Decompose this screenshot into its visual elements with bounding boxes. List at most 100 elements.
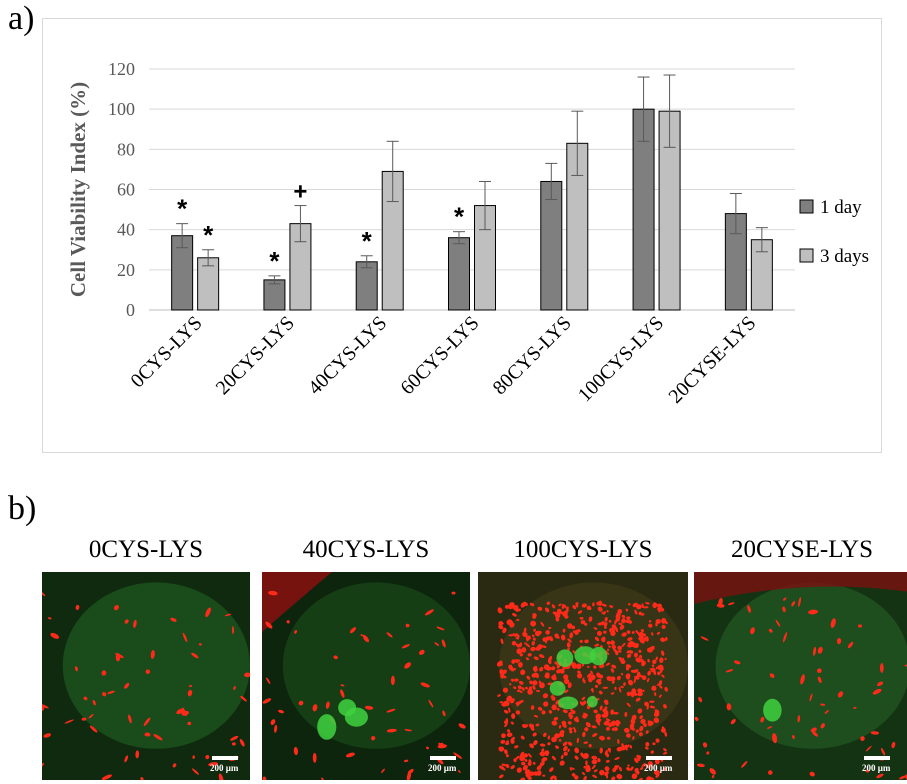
red-cell — [81, 717, 87, 721]
red-cell — [440, 742, 444, 748]
red-cell — [617, 645, 622, 651]
red-cell — [535, 723, 540, 727]
red-cell — [510, 678, 515, 682]
red-cell — [593, 709, 598, 714]
red-cell — [558, 603, 562, 607]
red-cell — [706, 751, 710, 755]
red-cell — [509, 698, 515, 704]
red-cell — [515, 755, 520, 760]
red-cell — [646, 677, 650, 683]
micrograph-title-1: 40CYS-LYS — [302, 536, 430, 563]
red-cell — [548, 636, 554, 642]
red-cell — [298, 700, 304, 706]
red-cell — [563, 745, 568, 752]
red-cell — [767, 770, 773, 775]
red-cell — [660, 607, 663, 611]
red-cell — [584, 727, 589, 732]
fluorescence-glow — [282, 582, 470, 749]
red-cell — [124, 619, 129, 624]
red-cell — [404, 662, 412, 669]
red-cell — [539, 666, 544, 672]
scale-bar — [646, 756, 672, 760]
red-cell — [572, 605, 577, 610]
red-cell — [655, 738, 660, 743]
red-cell — [647, 670, 651, 676]
red-cell — [556, 733, 561, 739]
red-cell — [503, 709, 509, 714]
micrograph-title-0: 0CYS-LYS — [88, 536, 204, 563]
red-cell — [646, 704, 649, 710]
y-axis-label: Cell Viability Index (%) — [66, 82, 90, 297]
red-cell — [559, 732, 565, 738]
red-cell — [559, 760, 565, 766]
red-cell — [511, 640, 517, 646]
micrograph-image-0 — [42, 572, 250, 780]
significance-mark: * — [177, 194, 188, 224]
red-cell — [187, 721, 192, 726]
green-cell — [586, 695, 598, 708]
red-cell — [651, 632, 654, 636]
red-cell — [635, 630, 640, 635]
y-tick-label: 80 — [117, 139, 135, 159]
red-cell — [637, 757, 641, 762]
red-cell — [548, 710, 553, 714]
red-cell — [101, 670, 107, 676]
red-cell — [501, 763, 507, 767]
red-cell — [627, 637, 633, 642]
red-cell — [585, 767, 591, 773]
red-cell — [540, 621, 545, 627]
red-cell — [497, 607, 502, 612]
red-cell — [386, 632, 393, 638]
red-cell — [545, 636, 550, 641]
red-cell — [606, 736, 611, 740]
red-cell — [574, 755, 579, 760]
red-cell — [624, 711, 628, 717]
red-cell — [499, 765, 505, 770]
red-cell — [599, 769, 605, 776]
red-cell — [563, 751, 568, 756]
red-cell — [191, 652, 199, 659]
red-cell — [656, 603, 663, 608]
red-cell — [629, 726, 635, 731]
red-cell — [371, 735, 376, 741]
red-cell — [561, 611, 564, 615]
red-cell — [760, 716, 765, 723]
red-cell — [638, 732, 643, 737]
y-tick-label: 100 — [108, 99, 135, 119]
red-cell — [629, 744, 633, 749]
red-cell — [614, 686, 617, 691]
red-cell — [75, 604, 80, 610]
red-cell — [747, 605, 751, 613]
red-cell — [503, 675, 507, 679]
red-cell — [521, 761, 526, 766]
red-cell — [321, 777, 324, 780]
red-cell — [652, 602, 658, 609]
red-cell — [853, 706, 857, 709]
fluorescence-glow — [62, 582, 250, 749]
red-cell — [145, 669, 151, 674]
significance-mark: * — [454, 202, 465, 232]
red-cell — [506, 619, 513, 626]
red-cell — [817, 676, 822, 684]
red-cell — [504, 742, 510, 745]
significance-mark: * — [203, 220, 214, 250]
red-cell — [630, 718, 636, 725]
red-cell — [569, 715, 574, 720]
red-cell — [630, 691, 635, 698]
red-cell — [208, 762, 219, 767]
red-cell — [571, 773, 576, 777]
red-cell — [617, 650, 622, 653]
red-cell — [597, 606, 603, 612]
red-cell — [621, 618, 626, 624]
red-cell — [637, 777, 643, 780]
red-cell — [547, 658, 552, 665]
red-cell — [623, 682, 626, 686]
red-cell — [521, 687, 525, 691]
red-cell — [515, 637, 520, 640]
red-cell — [542, 774, 546, 777]
red-cell — [612, 629, 616, 634]
red-cell — [621, 614, 624, 618]
red-cell — [536, 765, 542, 771]
red-cell — [532, 685, 536, 691]
red-cell — [424, 609, 434, 616]
